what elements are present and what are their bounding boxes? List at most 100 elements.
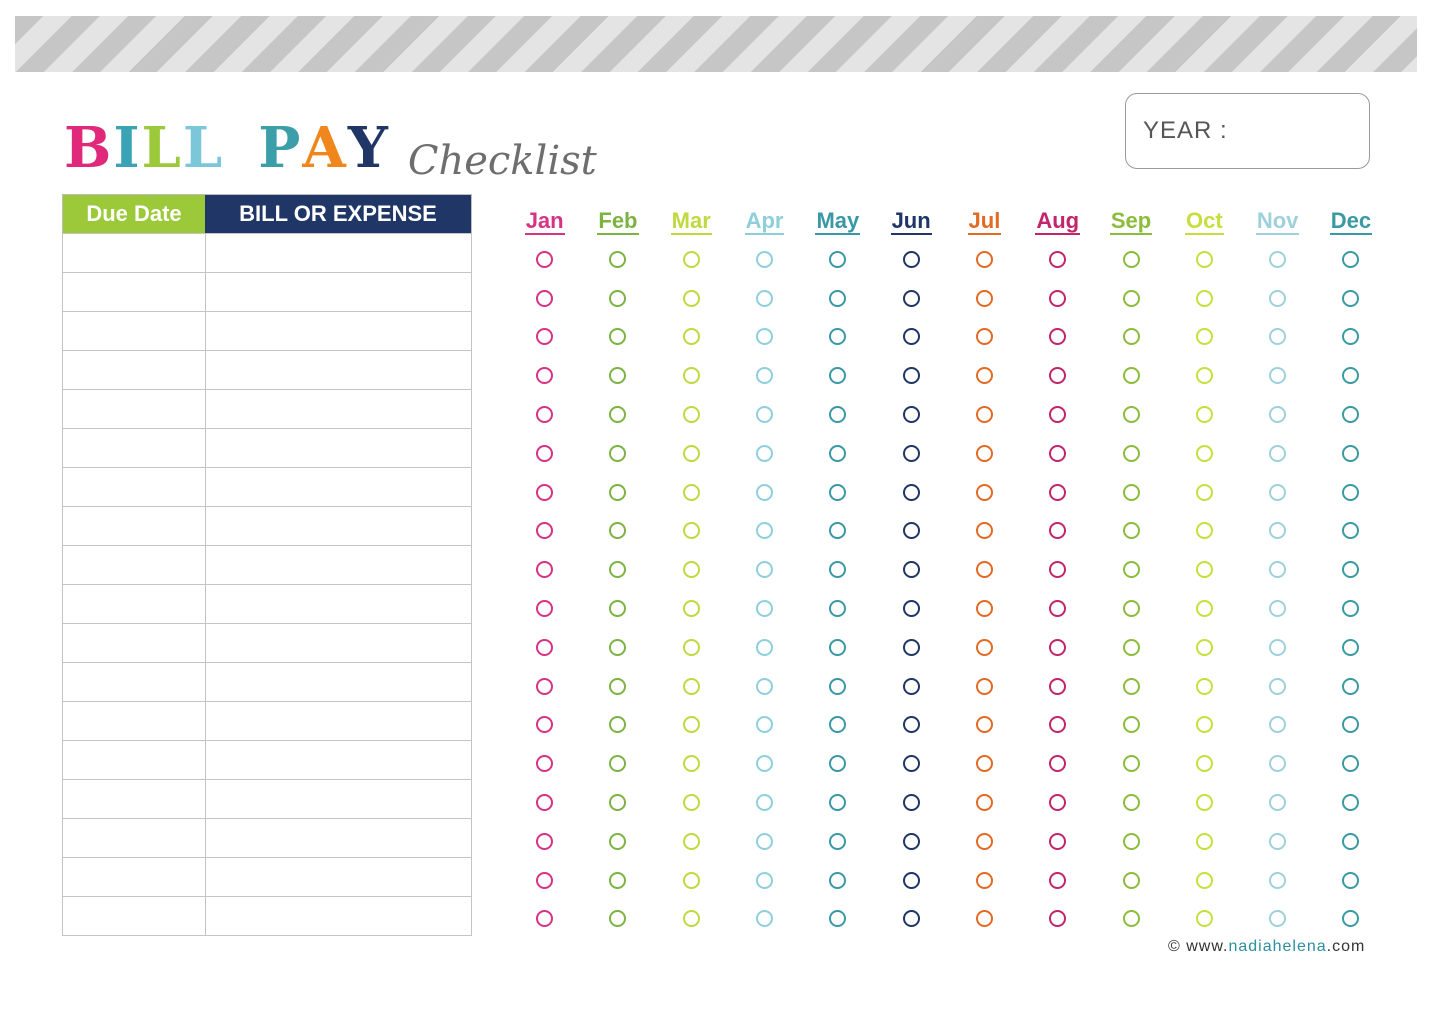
check-circle-nov[interactable]: [1269, 755, 1287, 773]
bill-expense-cell[interactable]: [204, 818, 472, 858]
check-circle-nov[interactable]: [1269, 561, 1287, 579]
check-circle-jun[interactable]: [902, 328, 920, 346]
check-circle-feb[interactable]: [609, 406, 627, 424]
check-circle-dec[interactable]: [1342, 677, 1360, 695]
bill-expense-cell[interactable]: [204, 623, 472, 663]
check-circle-apr[interactable]: [756, 832, 774, 850]
check-circle-aug[interactable]: [1049, 522, 1067, 540]
check-circle-dec[interactable]: [1342, 444, 1360, 462]
check-circle-dec[interactable]: [1342, 871, 1360, 889]
check-circle-nov[interactable]: [1269, 367, 1287, 385]
check-circle-oct[interactable]: [1195, 289, 1213, 307]
check-circle-jul[interactable]: [975, 250, 993, 268]
bill-expense-cell[interactable]: [204, 311, 472, 351]
check-circle-sep[interactable]: [1122, 367, 1140, 385]
check-circle-aug[interactable]: [1049, 871, 1067, 889]
check-circle-apr[interactable]: [756, 716, 774, 734]
check-circle-dec[interactable]: [1342, 755, 1360, 773]
check-circle-jan[interactable]: [536, 250, 554, 268]
check-circle-sep[interactable]: [1122, 794, 1140, 812]
check-circle-sep[interactable]: [1122, 289, 1140, 307]
bill-expense-cell[interactable]: [204, 701, 472, 741]
check-circle-oct[interactable]: [1195, 716, 1213, 734]
check-circle-jan[interactable]: [536, 638, 554, 656]
check-circle-jan[interactable]: [536, 367, 554, 385]
check-circle-apr[interactable]: [756, 755, 774, 773]
check-circle-oct[interactable]: [1195, 483, 1213, 501]
check-circle-jul[interactable]: [975, 328, 993, 346]
check-circle-mar[interactable]: [682, 832, 700, 850]
check-circle-dec[interactable]: [1342, 832, 1360, 850]
check-circle-jun[interactable]: [902, 716, 920, 734]
check-circle-nov[interactable]: [1269, 250, 1287, 268]
check-circle-aug[interactable]: [1049, 638, 1067, 656]
check-circle-may[interactable]: [829, 483, 847, 501]
due-date-cell[interactable]: [62, 740, 206, 780]
check-circle-may[interactable]: [829, 755, 847, 773]
check-circle-sep[interactable]: [1122, 755, 1140, 773]
check-circle-jun[interactable]: [902, 755, 920, 773]
check-circle-jun[interactable]: [902, 794, 920, 812]
check-circle-apr[interactable]: [756, 250, 774, 268]
check-circle-nov[interactable]: [1269, 832, 1287, 850]
check-circle-feb[interactable]: [609, 832, 627, 850]
check-circle-jun[interactable]: [902, 444, 920, 462]
check-circle-mar[interactable]: [682, 522, 700, 540]
bill-expense-cell[interactable]: [204, 350, 472, 390]
check-circle-mar[interactable]: [682, 871, 700, 889]
bill-expense-cell[interactable]: [204, 389, 472, 429]
check-circle-apr[interactable]: [756, 367, 774, 385]
check-circle-dec[interactable]: [1342, 561, 1360, 579]
check-circle-jan[interactable]: [536, 483, 554, 501]
check-circle-aug[interactable]: [1049, 250, 1067, 268]
check-circle-may[interactable]: [829, 444, 847, 462]
due-date-cell[interactable]: [62, 428, 206, 468]
check-circle-jun[interactable]: [902, 483, 920, 501]
due-date-cell[interactable]: [62, 896, 206, 936]
check-circle-sep[interactable]: [1122, 483, 1140, 501]
check-circle-jan[interactable]: [536, 794, 554, 812]
due-date-cell[interactable]: [62, 350, 206, 390]
check-circle-jul[interactable]: [975, 832, 993, 850]
check-circle-dec[interactable]: [1342, 716, 1360, 734]
bill-expense-cell[interactable]: [204, 545, 472, 585]
check-circle-may[interactable]: [829, 561, 847, 579]
check-circle-apr[interactable]: [756, 444, 774, 462]
check-circle-jul[interactable]: [975, 483, 993, 501]
year-field[interactable]: YEAR :: [1125, 93, 1370, 169]
check-circle-jul[interactable]: [975, 406, 993, 424]
check-circle-apr[interactable]: [756, 522, 774, 540]
check-circle-apr[interactable]: [756, 561, 774, 579]
check-circle-nov[interactable]: [1269, 638, 1287, 656]
check-circle-mar[interactable]: [682, 638, 700, 656]
check-circle-feb[interactable]: [609, 716, 627, 734]
check-circle-feb[interactable]: [609, 794, 627, 812]
check-circle-mar[interactable]: [682, 716, 700, 734]
check-circle-nov[interactable]: [1269, 716, 1287, 734]
check-circle-jan[interactable]: [536, 716, 554, 734]
check-circle-jan[interactable]: [536, 755, 554, 773]
due-date-cell[interactable]: [62, 584, 206, 624]
check-circle-may[interactable]: [829, 289, 847, 307]
due-date-cell[interactable]: [62, 857, 206, 897]
check-circle-feb[interactable]: [609, 328, 627, 346]
check-circle-apr[interactable]: [756, 406, 774, 424]
check-circle-jun[interactable]: [902, 561, 920, 579]
check-circle-oct[interactable]: [1195, 638, 1213, 656]
check-circle-dec[interactable]: [1342, 910, 1360, 928]
check-circle-oct[interactable]: [1195, 328, 1213, 346]
check-circle-feb[interactable]: [609, 289, 627, 307]
check-circle-mar[interactable]: [682, 600, 700, 618]
check-circle-oct[interactable]: [1195, 367, 1213, 385]
check-circle-apr[interactable]: [756, 328, 774, 346]
check-circle-dec[interactable]: [1342, 483, 1360, 501]
check-circle-may[interactable]: [829, 406, 847, 424]
check-circle-apr[interactable]: [756, 483, 774, 501]
check-circle-jan[interactable]: [536, 677, 554, 695]
check-circle-jul[interactable]: [975, 716, 993, 734]
check-circle-jan[interactable]: [536, 910, 554, 928]
check-circle-jan[interactable]: [536, 444, 554, 462]
check-circle-feb[interactable]: [609, 755, 627, 773]
check-circle-may[interactable]: [829, 716, 847, 734]
check-circle-oct[interactable]: [1195, 910, 1213, 928]
